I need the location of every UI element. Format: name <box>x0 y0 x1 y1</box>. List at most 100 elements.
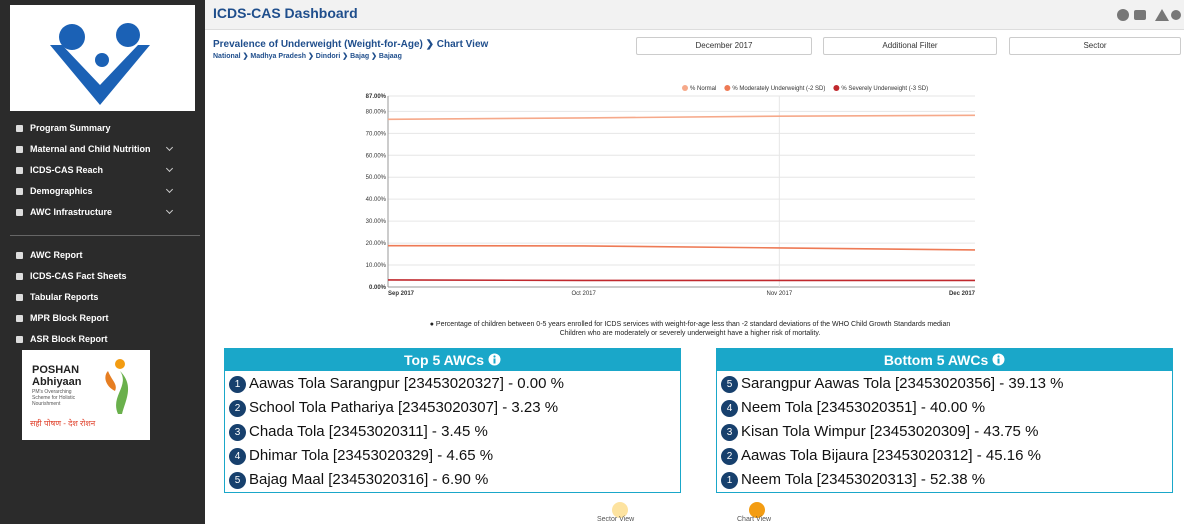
awc-row: 1 Aawas Tola Sarangpur [23453020327] - 0.… <box>229 374 564 394</box>
top-awc-box: Top 5 AWCs 1 Aawas Tola Sarangpur [234530… <box>224 348 681 493</box>
awc-text: School Tola Pathariya [23453020307] - 3.… <box>249 399 559 416</box>
report-item[interactable]: ICDS-CAS Fact Sheets <box>16 271 127 281</box>
breadcrumb-item[interactable]: Bajaag <box>378 53 402 60</box>
page-view: Chart View <box>436 39 489 50</box>
awc-row: 4 Neem Tola [23453020351] - 40.00 % <box>721 398 985 418</box>
awc-row: 1 Neem Tola [23453020313] - 52.38 % <box>721 470 985 490</box>
dashboard-title: ICDS-CAS Dashboard <box>213 5 358 21</box>
awc-text: Sarangpur Aawas Tola [23453020356] - 39.… <box>741 375 1064 392</box>
report-item[interactable]: AWC Report <box>16 250 83 260</box>
awc-text: Bajag Maal [23453020316] - 6.90 % <box>249 471 489 488</box>
awc-text: Kisan Tola Wimpur [23453020309] - 43.75 … <box>741 423 1039 440</box>
awc-row: 4 Dhimar Tola [23453020329] - 4.65 % <box>229 446 493 466</box>
breadcrumb-item[interactable]: Dindori <box>315 53 341 60</box>
chevron <box>165 185 174 194</box>
y-tick-label: 60.00% <box>366 153 387 159</box>
filter-button[interactable]: Sector <box>1009 37 1181 55</box>
awc-row: 3 Kisan Tola Wimpur [23453020309] - 43.75… <box>721 422 1038 442</box>
awc-row: 5 Sarangpur Aawas Tola [23453020356] - 39… <box>721 374 1063 394</box>
report-item[interactable]: ASR Block Report <box>16 334 108 344</box>
chart-label: Chart View <box>737 516 772 523</box>
bottom-header: Bottom 5 AWCs <box>717 349 1172 371</box>
bottom-awc-box: Bottom 5 AWCs 5 Sarangpur Aawas Tola [234… <box>716 348 1173 493</box>
legend-label: % Normal <box>690 86 716 92</box>
poshan-sub: Abhiyaan <box>32 376 82 388</box>
awc-text: Chada Tola [23453020311] - 3.45 % <box>249 423 488 440</box>
y-tick-label: 50.00% <box>366 175 387 181</box>
sidebar: POSHAN Abhiyaan PM's Overarching Scheme … <box>0 0 205 524</box>
breadcrumb: National ❯ Madhya Pradesh ❯ Dindori ❯ Ba… <box>213 53 402 60</box>
rank-badge: 4 <box>721 400 738 417</box>
series-line <box>387 114 976 121</box>
poshan-name: POSHAN <box>32 364 80 376</box>
menu-item[interactable]: AWC Infrastructure <box>15 207 113 217</box>
y-tick-label: 0.00% <box>369 285 387 291</box>
x-tick-label: Dec 2017 <box>949 291 976 297</box>
y-tick-label: 70.00% <box>366 131 387 137</box>
menu-item[interactable]: Maternal and Child Nutrition <box>16 144 151 154</box>
rank-badge: 1 <box>721 472 738 489</box>
awc-text: Dhimar Tola [23453020329] - 4.65 % <box>249 447 494 464</box>
legend-label: % Severely Underweight (-3 SD) <box>841 86 928 92</box>
series-line <box>387 244 976 251</box>
chart: 0.00% 10.00% 20.00% 30.00% 40.00% 50.00% 60.00… <box>366 85 976 297</box>
menu-item[interactable]: ICDS-CAS Reach <box>15 165 104 175</box>
top-bar: ICDS-CAS Dashboard <box>205 0 1184 30</box>
poshan-tagline: PM's Overarching Scheme for Holistic Nou… <box>32 389 76 407</box>
chevron <box>165 143 174 152</box>
y-tick-label: 87.00% <box>366 94 387 100</box>
breadcrumb-item[interactable]: Madhya Pradesh <box>250 53 307 60</box>
page-title: Prevalence of Underweight (Weight-for-Ag… <box>213 39 423 50</box>
rank-badge: 5 <box>229 472 246 489</box>
chart-note: ● Percentage of children between 0-5 yea… <box>429 321 951 337</box>
awc-text: Neem Tola [23453020351] - 40.00 % <box>741 399 986 416</box>
chevron <box>165 206 174 215</box>
top-title: Top 5 AWCs <box>403 352 485 368</box>
sector-label: Sector View <box>597 516 635 523</box>
awc-text: Aawas Tola Sarangpur [23453020327] - 0.0… <box>249 375 564 392</box>
menu-item[interactable]: Demographics <box>16 186 93 196</box>
breadcrumb-item[interactable]: Bajag <box>350 53 370 60</box>
awc-row: 3 Chada Tola [23453020311] - 3.45 % <box>229 422 488 442</box>
awc-row: 2 School Tola Pathariya [23453020307] - 3… <box>229 398 558 418</box>
rank-badge: 3 <box>229 424 246 441</box>
info-icon[interactable] <box>488 353 501 366</box>
awc-row: 2 Aawas Tola Bijaura [23453020312] - 45.1… <box>721 446 1041 466</box>
y-tick-label: 80.00% <box>366 109 387 115</box>
bottom-title: Bottom 5 AWCs <box>883 352 989 368</box>
y-tick-label: 40.00% <box>366 197 387 203</box>
legend-dot <box>682 85 688 91</box>
legend-dot <box>724 85 731 91</box>
awc-text: Aawas Tola Bijaura [23453020312] - 45.16… <box>741 447 1041 464</box>
rank-badge: 2 <box>229 400 246 417</box>
legend-dot <box>833 85 840 91</box>
sector-toggle[interactable] <box>612 502 628 518</box>
rank-badge: 4 <box>229 448 246 465</box>
toolbar-icons[interactable] <box>1115 7 1181 23</box>
chart-toggle[interactable] <box>749 502 765 518</box>
awc-text: Neem Tola [23453020313] - 52.38 % <box>741 471 986 488</box>
x-tick-label: Sep 2017 <box>388 291 415 297</box>
info-icon[interactable] <box>992 353 1005 366</box>
rank-badge: 3 <box>721 424 738 441</box>
report-item[interactable]: Tabular Reports <box>15 292 99 302</box>
legend-label: % Moderately Underweight (-2 SD) <box>732 86 825 92</box>
x-tick-label: Oct 2017 <box>571 291 596 297</box>
poshan-art <box>105 359 129 414</box>
logo-art <box>50 23 150 105</box>
breadcrumb-item[interactable]: National <box>213 53 241 60</box>
poshan-logo: POSHAN Abhiyaan PM's Overarching Scheme … <box>22 350 150 440</box>
y-tick-label: 10.00% <box>366 263 387 269</box>
y-tick-label: 30.00% <box>366 219 387 225</box>
y-tick-label: 20.00% <box>366 241 387 247</box>
rank-badge: 2 <box>721 448 738 465</box>
filter-button[interactable]: Additional Filter <box>823 37 997 55</box>
report-item[interactable]: MPR Block Report <box>16 313 109 323</box>
menu-item[interactable]: Program Summary <box>16 123 111 133</box>
filter-button[interactable]: December 2017 <box>636 37 812 55</box>
awc-row: 5 Bajag Maal [23453020316] - 6.90 % <box>229 470 488 490</box>
poshan-slogan: सही पोषण - देश रोशन <box>30 419 96 428</box>
separator <box>10 235 200 236</box>
x-tick-label: Nov 2017 <box>766 291 792 297</box>
